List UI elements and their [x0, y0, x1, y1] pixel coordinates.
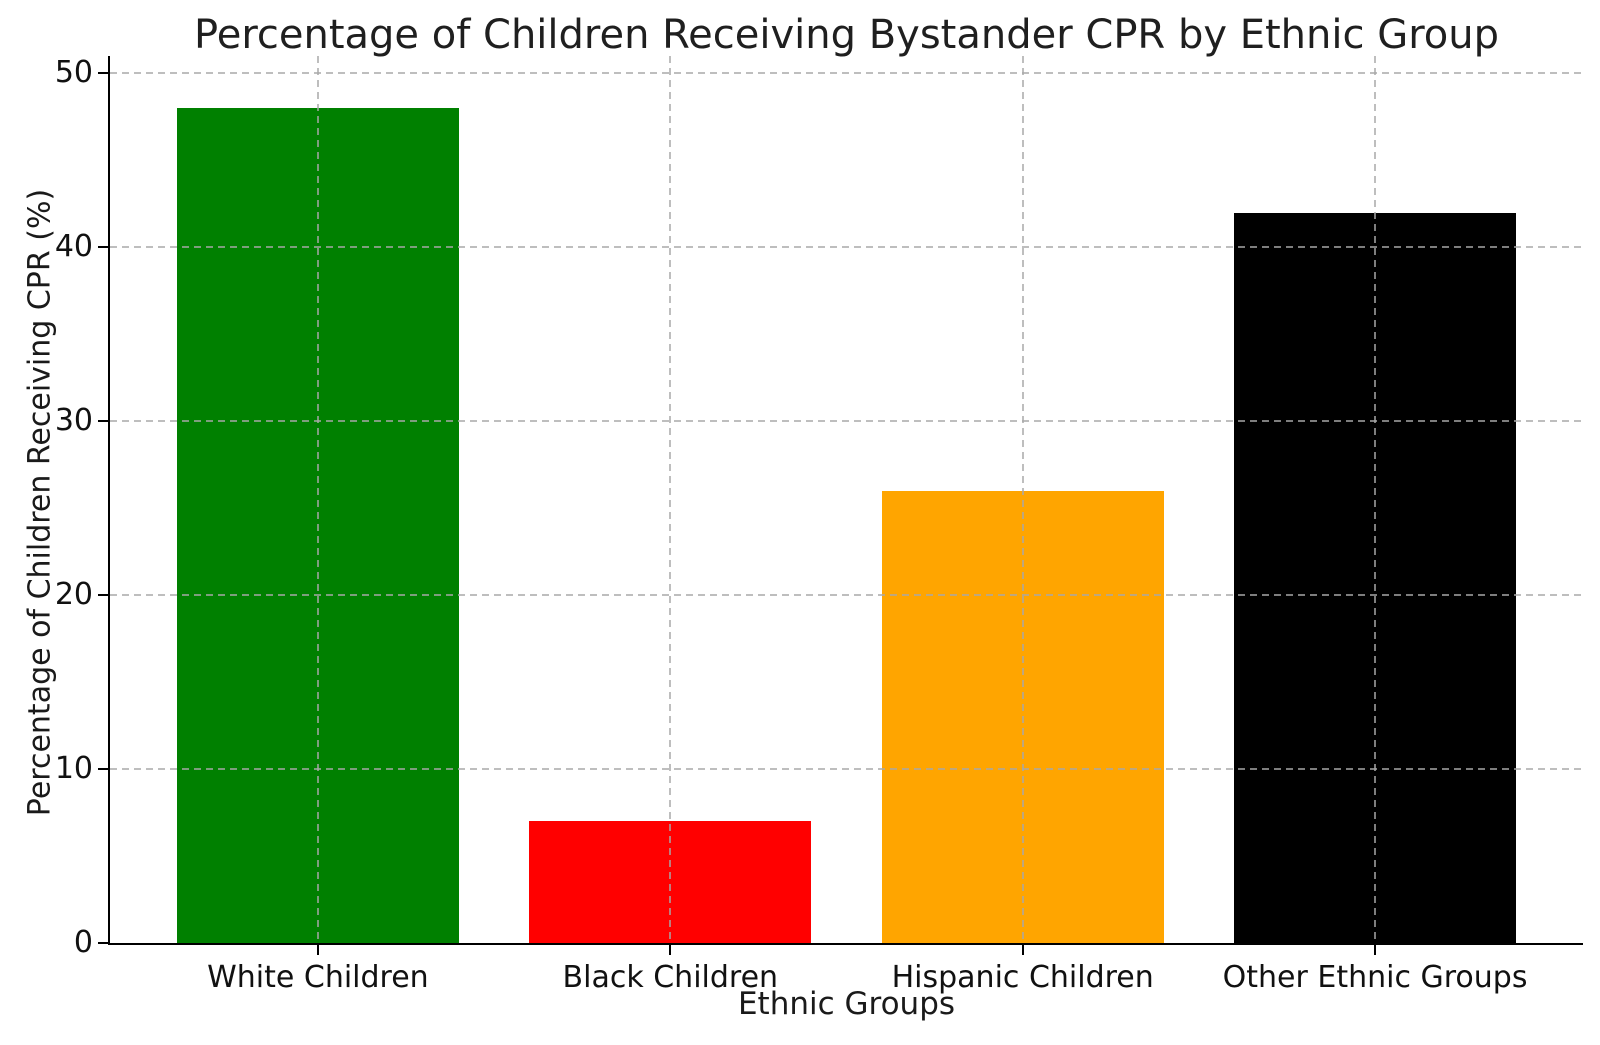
ytick-label-40: 40	[54, 229, 93, 265]
xtick-mark-3	[1374, 945, 1377, 955]
ytick-label-50: 50	[54, 55, 93, 91]
gridline-x-1	[669, 56, 672, 943]
ytick-label-30: 30	[54, 403, 93, 439]
ytick-label-10: 10	[54, 751, 93, 787]
plot-area: 0 10 20 30 40 50 White Children Black Children H…	[55, 56, 1583, 995]
xtick-mark-1	[669, 945, 672, 955]
gridline-y-10	[110, 768, 1583, 771]
gridline-y-40	[110, 246, 1583, 249]
xtick-label-3: Other Ethnic Groups	[1222, 960, 1528, 995]
gridline-x-3	[1374, 56, 1377, 943]
x-axis-spine	[108, 943, 1583, 945]
ytick-mark-40	[98, 246, 108, 249]
gridline-y-50	[110, 72, 1583, 75]
xtick-mark-2	[1021, 945, 1024, 955]
gridline-y-30	[110, 420, 1583, 423]
xtick-label-2: Hispanic Children	[891, 960, 1154, 995]
gridline-x-0	[316, 56, 319, 943]
ytick-mark-0	[98, 942, 108, 944]
y-axis-spine	[108, 56, 110, 945]
ytick-label-20: 20	[54, 577, 93, 613]
y-axis-label: Percentage of Children Receiving CPR (%)	[22, 188, 58, 817]
xtick-mark-0	[316, 945, 319, 955]
xtick-label-1: Black Children	[562, 960, 779, 995]
ytick-mark-10	[98, 768, 108, 771]
chart-title: Percentage of Children Receiving Bystand…	[194, 12, 1499, 58]
ytick-mark-50	[98, 72, 108, 75]
ytick-mark-30	[98, 420, 108, 423]
x-axis-label: Ethnic Groups	[737, 986, 956, 1022]
ytick-mark-20	[98, 594, 108, 597]
ytick-label-0: 0	[73, 925, 93, 960]
gridline-x-2	[1021, 56, 1024, 943]
xtick-label-0: White Children	[207, 960, 429, 995]
gridline-y-20	[110, 594, 1583, 597]
